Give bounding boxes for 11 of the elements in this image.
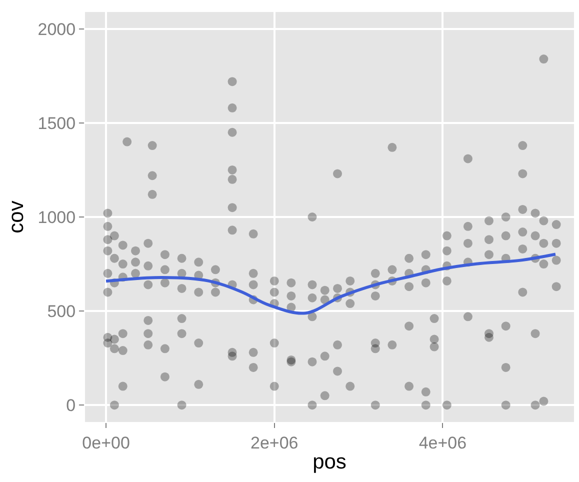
y-tick-label: 1500 <box>38 114 76 133</box>
y-tick-label: 2000 <box>38 20 76 39</box>
y-tick-label: 1000 <box>38 208 76 227</box>
y-tick-label: 0 <box>66 396 76 416</box>
x-tick-label: 4e+06 <box>418 433 467 452</box>
x-axis-title: pos <box>312 450 346 474</box>
x-tick-label: 2e+06 <box>250 433 298 452</box>
x-tick-label: 0e+00 <box>82 433 130 452</box>
y-axis-title: cov <box>4 200 28 234</box>
y-tick-label: 500 <box>47 302 76 321</box>
line-series <box>104 252 557 315</box>
